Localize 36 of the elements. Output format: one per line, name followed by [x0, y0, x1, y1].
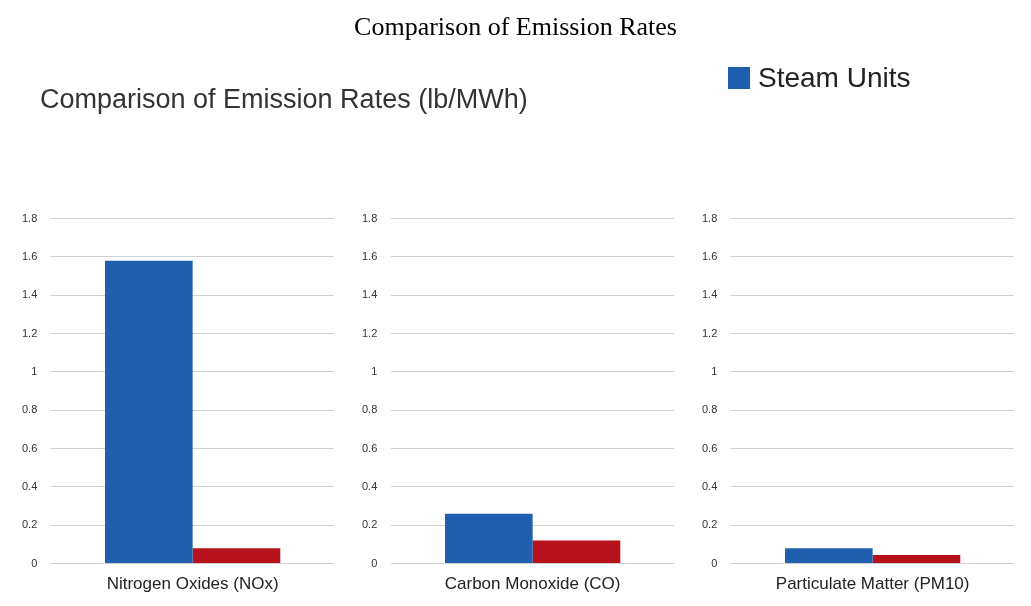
x-tick-label: Nitrogen Oxides (NOx): [106, 574, 279, 594]
y-tick-label: 0.4: [361, 479, 378, 492]
y-tick-label: 0.2: [701, 518, 718, 531]
y-tick-label: 0.6: [701, 441, 718, 454]
y-tick-label: 1.8: [21, 211, 38, 224]
y-tick-label: 0: [31, 556, 38, 569]
y-tick-label: 1.8: [361, 211, 378, 224]
y-tick-label: 1.4: [361, 288, 378, 301]
y-tick-label: 1.4: [701, 288, 718, 301]
y-tick-label: 0.6: [361, 441, 378, 454]
y-tick-label: 1.2: [361, 326, 378, 339]
y-tick-label: 1.6: [701, 249, 718, 262]
y-tick-label: 0.4: [21, 479, 38, 492]
y-tick-label: 1.8: [701, 211, 718, 224]
y-tick-label: 0.2: [21, 518, 38, 531]
y-tick-label: 1.2: [21, 326, 38, 339]
y-tick-label: 0: [371, 556, 378, 569]
x-tick-label: Particulate Matter (PM10): [775, 574, 970, 594]
y-tick-label: 0.8: [361, 403, 378, 416]
y-tick-label: 1: [711, 364, 718, 377]
y-tick-label: 0: [711, 556, 718, 569]
y-tick-label: 0.4: [701, 479, 718, 492]
y-tick-label: 0.8: [701, 403, 718, 416]
y-tick-label: 0.8: [21, 403, 38, 416]
chart-subtitle: Comparison of Emission Rates (lb/MWh): [40, 84, 528, 115]
y-tick-label: 1: [31, 364, 38, 377]
x-tick-label: Carbon Monoxide (CO): [444, 574, 621, 594]
y-tick-label: 1: [371, 364, 378, 377]
y-tick-label: 1.6: [361, 249, 378, 262]
y-tick-label: 0.2: [361, 518, 378, 531]
chart-title: Comparison of Emission Rates: [354, 12, 677, 41]
y-tick-label: 1.2: [701, 326, 718, 339]
y-tick-label: 1.4: [21, 288, 38, 301]
y-tick-label: 1.6: [21, 249, 38, 262]
legend-label: Steam Units: [758, 62, 911, 94]
y-tick-label: 0.6: [21, 441, 38, 454]
